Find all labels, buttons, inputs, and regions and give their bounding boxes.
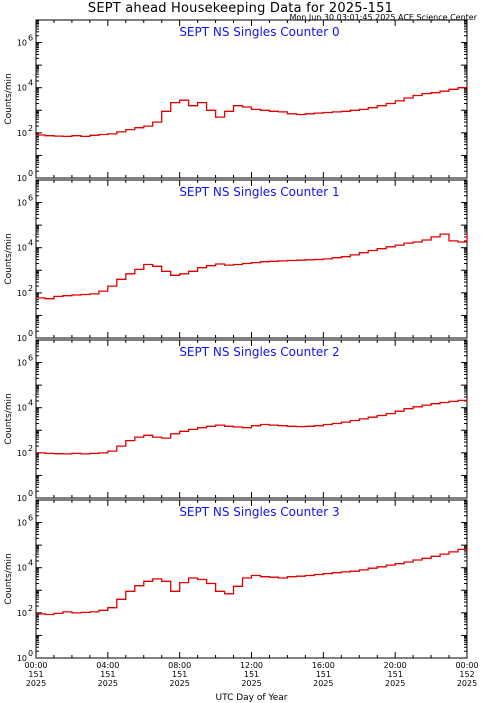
y-tick-label: 10 <box>17 359 27 368</box>
x-tick-label-year: 2025 <box>98 679 118 688</box>
x-tick-label-time: 04:00 <box>96 661 119 670</box>
y-tick-label: 10 <box>17 564 27 573</box>
x-tick-label-doy: 151 <box>28 670 43 679</box>
y-tick-exponent: 4 <box>28 399 33 408</box>
x-tick-label-time: 20:00 <box>384 661 407 670</box>
y-tick-label: 10 <box>17 404 27 413</box>
series-line <box>36 233 468 300</box>
panel-frame <box>35 179 468 339</box>
y-tick-label: 10 <box>17 84 27 93</box>
y-tick-exponent: 2 <box>28 604 33 613</box>
x-tick-label-time: 12:00 <box>240 661 263 670</box>
y-tick-label: 10 <box>17 449 27 458</box>
x-tick-label-doy: 151 <box>100 670 115 679</box>
y-tick-exponent: 6 <box>28 514 33 523</box>
x-tick-label-doy: 152 <box>459 670 474 679</box>
x-tick-label-doy: 151 <box>244 670 259 679</box>
x-tick-label-year: 2025 <box>457 679 477 688</box>
y-axis-label: Counts/min <box>4 73 14 124</box>
x-tick-label-time: 00:00 <box>24 661 47 670</box>
x-tick-label-time: 16:00 <box>312 661 335 670</box>
y-axis-label: Counts/min <box>4 553 14 604</box>
y-tick-exponent: 2 <box>28 284 33 293</box>
y-tick-label: 10 <box>17 334 27 343</box>
y-tick-label: 10 <box>17 199 27 208</box>
x-tick-label-year: 2025 <box>385 679 405 688</box>
x-tick-label-year: 2025 <box>169 679 189 688</box>
y-axis-label: Counts/min <box>4 393 14 444</box>
y-tick-exponent: 6 <box>28 194 33 203</box>
x-tick-label-doy: 151 <box>172 670 187 679</box>
y-tick-exponent: 2 <box>28 444 33 453</box>
panel-title: SEPT NS Singles Counter 2 <box>179 345 339 359</box>
panel-frame <box>35 339 468 499</box>
y-axis-label: Counts/min <box>4 233 14 284</box>
y-tick-exponent: 6 <box>28 34 33 43</box>
x-tick-label-doy: 151 <box>316 670 331 679</box>
y-tick-exponent: 4 <box>28 559 33 568</box>
y-tick-exponent: 4 <box>28 239 33 248</box>
series-line <box>36 86 468 138</box>
x-tick-label-year: 2025 <box>313 679 333 688</box>
series-line <box>36 399 468 455</box>
y-tick-label: 10 <box>17 39 27 48</box>
panel-title: SEPT NS Singles Counter 0 <box>179 25 339 39</box>
panel-title: SEPT NS Singles Counter 3 <box>179 505 339 519</box>
y-tick-exponent: 0 <box>28 649 33 658</box>
x-tick-label-time: 00:00 <box>455 661 478 670</box>
x-tick-label-year: 2025 <box>241 679 261 688</box>
panel-frame <box>35 19 468 179</box>
y-tick-label: 10 <box>17 609 27 618</box>
page-title: SEPT ahead Housekeeping Data for 2025-15… <box>87 1 394 16</box>
series-line <box>36 548 468 616</box>
panel-title: SEPT NS Singles Counter 1 <box>179 185 339 199</box>
y-tick-exponent: 6 <box>28 354 33 363</box>
y-tick-exponent: 0 <box>28 329 33 338</box>
panel-frame <box>35 499 468 659</box>
x-tick-label-time: 08:00 <box>168 661 191 670</box>
y-tick-label: 10 <box>17 519 27 528</box>
y-tick-label: 10 <box>17 129 27 138</box>
page-timestamp: Mon Jun 30 03:01:45 2025 ACE Science Cen… <box>289 13 477 22</box>
x-tick-label-year: 2025 <box>26 679 46 688</box>
y-tick-label: 10 <box>17 174 27 183</box>
y-tick-label: 10 <box>17 654 27 663</box>
y-tick-exponent: 2 <box>28 124 33 133</box>
y-tick-label: 10 <box>17 244 27 253</box>
y-tick-exponent: 0 <box>28 169 33 178</box>
y-tick-exponent: 4 <box>28 79 33 88</box>
y-tick-exponent: 0 <box>28 489 33 498</box>
x-tick-label-doy: 151 <box>388 670 403 679</box>
y-tick-label: 10 <box>17 289 27 298</box>
y-tick-label: 10 <box>17 494 27 503</box>
x-axis-label: UTC Day of Year <box>216 693 288 703</box>
